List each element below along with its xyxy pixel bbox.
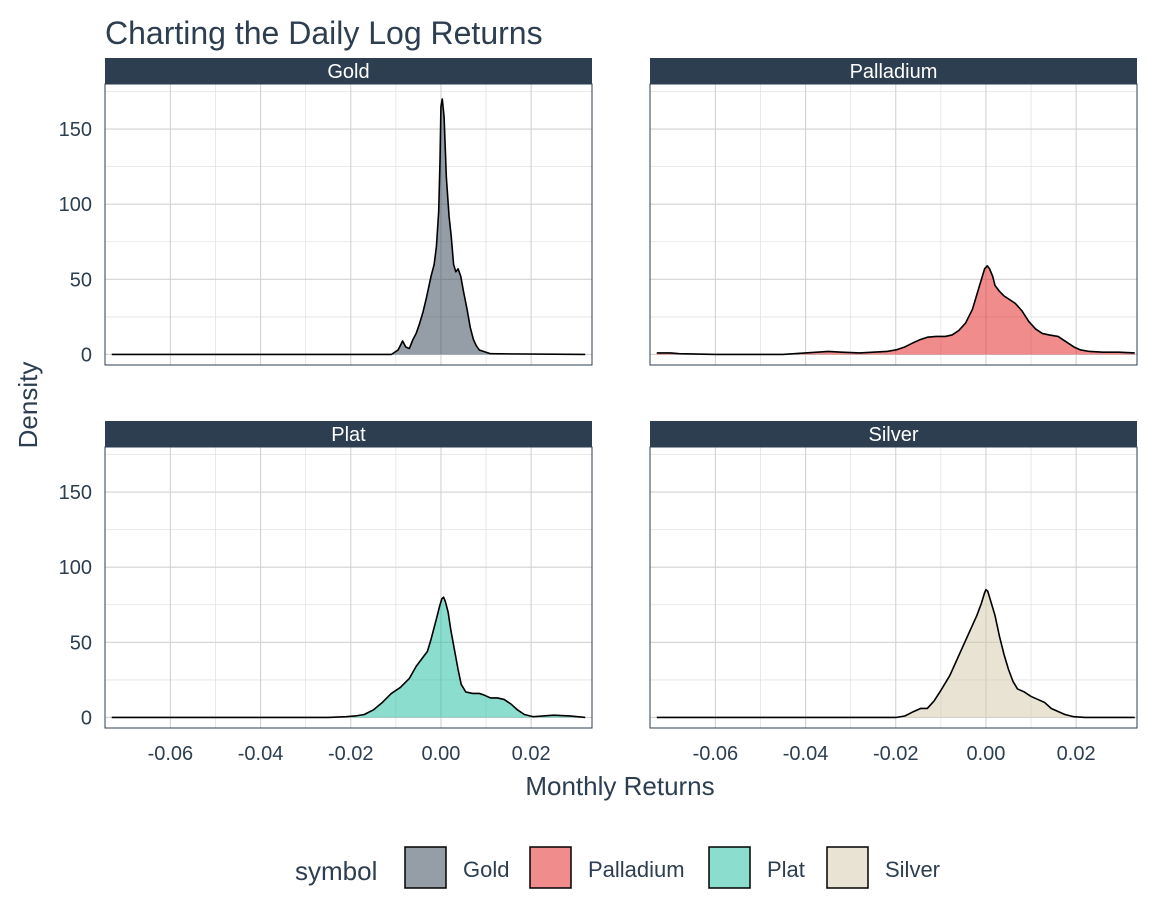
legend-items: Gold Palladium Plat Silver xyxy=(404,846,940,889)
legend-key-silver xyxy=(826,846,869,889)
strip-label-gold: Gold xyxy=(327,61,369,83)
strip-plat xyxy=(105,421,592,447)
x-tick-label: 0.02 xyxy=(1057,743,1096,765)
y-axis-label: Density xyxy=(13,362,43,449)
legend-label-palladium: Palladium xyxy=(588,857,685,882)
panel-border xyxy=(104,446,593,729)
density-area-palladium xyxy=(656,265,1135,355)
legend-label-silver: Silver xyxy=(885,857,940,882)
panel-silver: Silver -0.06 -0.04 -0.02 0.00 0.02 xyxy=(649,421,1138,765)
strip-label-plat: Plat xyxy=(331,424,366,446)
y-tick-label: 150 xyxy=(59,482,92,504)
x-tick-label: -0.02 xyxy=(873,743,919,765)
x-tick-label: -0.04 xyxy=(783,743,829,765)
legend-label-gold: Gold xyxy=(463,857,509,882)
chart-title: Charting the Daily Log Returns xyxy=(105,15,543,51)
panel-gold: Gold 0 50 100 150 xyxy=(59,58,593,366)
facet-panels: Gold 0 50 100 150 Palladium Plat 0 50 100 150 -0.06… xyxy=(59,58,1138,765)
density-area-gold xyxy=(111,99,586,355)
y-tick-label: 100 xyxy=(59,194,92,216)
strip-palladium xyxy=(650,58,1137,84)
x-tick-label: -0.02 xyxy=(328,743,374,765)
y-tick-label: 100 xyxy=(59,557,92,579)
strip-gold xyxy=(105,58,592,84)
y-tick-label: 50 xyxy=(70,632,92,654)
x-tick-label: -0.06 xyxy=(693,743,739,765)
x-tick-label: -0.06 xyxy=(148,743,194,765)
panel-border xyxy=(104,83,593,366)
legend-key-gold xyxy=(404,846,447,889)
x-tick-label: 0.00 xyxy=(421,743,460,765)
legend-title: symbol xyxy=(295,856,377,886)
panel-palladium: Palladium xyxy=(649,58,1138,366)
panel-border xyxy=(649,446,1138,729)
density-line-silver xyxy=(656,588,1135,719)
y-tick-label: 0 xyxy=(81,344,92,366)
y-tick-label: 150 xyxy=(59,119,92,141)
x-axis-label: Monthly Returns xyxy=(525,771,714,801)
legend-key-palladium xyxy=(529,846,572,889)
density-area-plat xyxy=(111,597,586,718)
density-line-gold xyxy=(111,98,586,356)
x-tick-label: 0.02 xyxy=(512,743,551,765)
density-line-plat xyxy=(111,596,586,719)
strip-label-palladium: Palladium xyxy=(850,61,938,83)
x-tick-label: -0.04 xyxy=(238,743,284,765)
legend-key-plat xyxy=(708,846,751,889)
strip-silver xyxy=(650,421,1137,447)
legend: symbol Gold Palladium Plat Silver xyxy=(295,846,940,889)
panel-border xyxy=(649,83,1138,366)
panel-plat: Plat 0 50 100 150 -0.06 -0.04 -0.02 0.00 0.02 xyxy=(59,421,593,765)
legend-label-plat: Plat xyxy=(767,857,805,882)
x-tick-label: 0.00 xyxy=(966,743,1005,765)
y-tick-label: 0 xyxy=(81,707,92,729)
strip-label-silver: Silver xyxy=(868,424,918,446)
density-line-palladium xyxy=(656,265,1135,356)
y-tick-label: 50 xyxy=(70,269,92,291)
